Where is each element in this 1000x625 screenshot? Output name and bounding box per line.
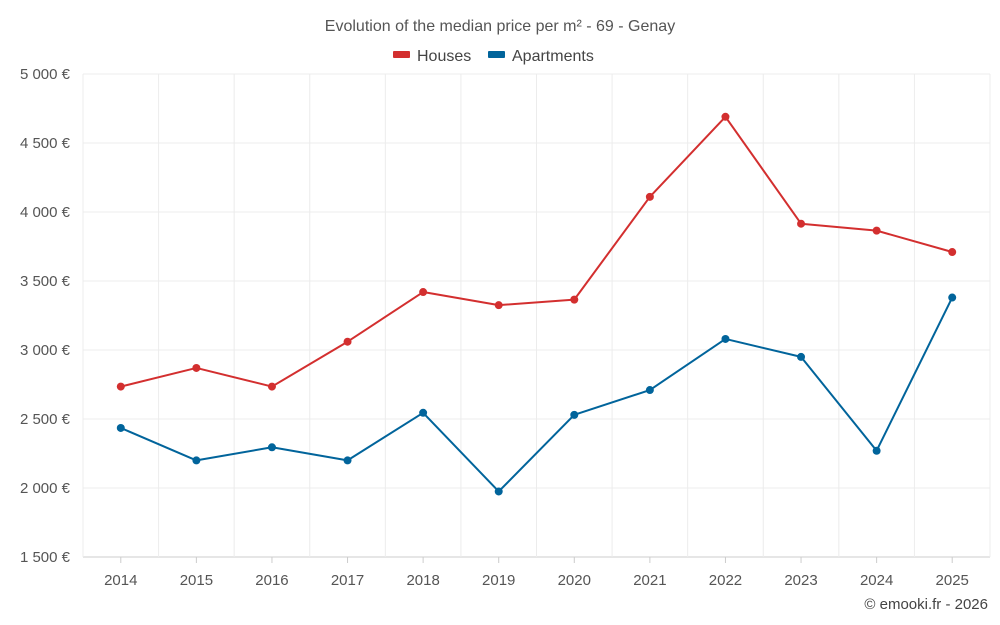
apartments-point[interactable] bbox=[267, 443, 276, 452]
legend-swatch bbox=[393, 51, 410, 58]
x-tick-label: 2021 bbox=[633, 572, 666, 589]
legend-swatch bbox=[488, 51, 505, 58]
houses-point[interactable] bbox=[419, 288, 428, 297]
apartments-point[interactable] bbox=[116, 423, 125, 432]
apartments-point[interactable] bbox=[948, 293, 957, 302]
houses-point[interactable] bbox=[721, 112, 730, 121]
x-axis-ticks: 2014 2015 2016 2017 2018 2019 2020 2021 2022 2023… bbox=[104, 557, 969, 589]
legend-label: Houses bbox=[417, 48, 471, 65]
legend-label: Apartments bbox=[512, 48, 594, 65]
y-tick-label: 1 500 € bbox=[20, 549, 71, 566]
houses-point[interactable] bbox=[948, 248, 957, 257]
houses-point[interactable] bbox=[872, 226, 881, 235]
houses-point[interactable] bbox=[267, 382, 276, 391]
series-group bbox=[116, 112, 957, 496]
y-tick-label: 3 500 € bbox=[20, 273, 71, 290]
x-tick-label: 2018 bbox=[406, 572, 439, 589]
apartments-point[interactable] bbox=[872, 446, 881, 455]
x-tick-label: 2015 bbox=[180, 572, 213, 589]
x-tick-label: 2019 bbox=[482, 572, 515, 589]
houses-point[interactable] bbox=[343, 337, 352, 346]
x-tick-label: 2017 bbox=[331, 572, 364, 589]
houses-point[interactable] bbox=[494, 301, 503, 310]
x-tick-label: 2023 bbox=[784, 572, 817, 589]
apartments-point[interactable] bbox=[419, 408, 428, 417]
credit-text: © emooki.fr - 2026 bbox=[864, 596, 988, 613]
x-tick-label: 2020 bbox=[558, 572, 591, 589]
apartments-point[interactable] bbox=[343, 456, 352, 465]
x-tick-label: 2014 bbox=[104, 572, 137, 589]
houses-point[interactable] bbox=[116, 382, 125, 391]
houses-point[interactable] bbox=[645, 192, 654, 201]
y-tick-label: 5 000 € bbox=[20, 66, 71, 83]
apartments-point[interactable] bbox=[494, 487, 503, 496]
x-tick-label: 2016 bbox=[255, 572, 288, 589]
houses-line bbox=[120, 115, 953, 388]
y-axis-ticks: 1 500 € 2 000 € 2 500 € 3 000 € 3 500 € 4 000… bbox=[20, 66, 71, 566]
houses-point[interactable] bbox=[570, 295, 579, 304]
y-tick-label: 4 500 € bbox=[20, 135, 71, 152]
chart-title: Evolution of the median price per m² - 6… bbox=[325, 18, 675, 35]
y-tick-label: 3 000 € bbox=[20, 342, 71, 359]
series-houses bbox=[116, 112, 957, 391]
legend-item-houses[interactable]: Houses bbox=[393, 48, 471, 65]
apartments-point[interactable] bbox=[645, 386, 654, 395]
y-tick-label: 4 000 € bbox=[20, 204, 71, 221]
series-apartments bbox=[116, 293, 957, 496]
houses-point[interactable] bbox=[192, 363, 201, 372]
apartments-point[interactable] bbox=[192, 456, 201, 465]
apartments-line bbox=[120, 297, 954, 493]
apartments-point[interactable] bbox=[797, 352, 806, 361]
x-tick-label: 2024 bbox=[860, 572, 893, 589]
y-tick-label: 2 500 € bbox=[20, 411, 71, 428]
x-tick-label: 2022 bbox=[709, 572, 742, 589]
x-tick-label: 2025 bbox=[936, 572, 969, 589]
apartments-point[interactable] bbox=[721, 334, 730, 343]
legend-item-apartments[interactable]: Apartments bbox=[488, 48, 594, 65]
houses-point[interactable] bbox=[797, 219, 806, 228]
legend: Houses Apartments bbox=[393, 48, 594, 65]
y-tick-label: 2 000 € bbox=[20, 480, 71, 497]
grid bbox=[82, 73, 991, 558]
apartments-point[interactable] bbox=[570, 410, 579, 419]
